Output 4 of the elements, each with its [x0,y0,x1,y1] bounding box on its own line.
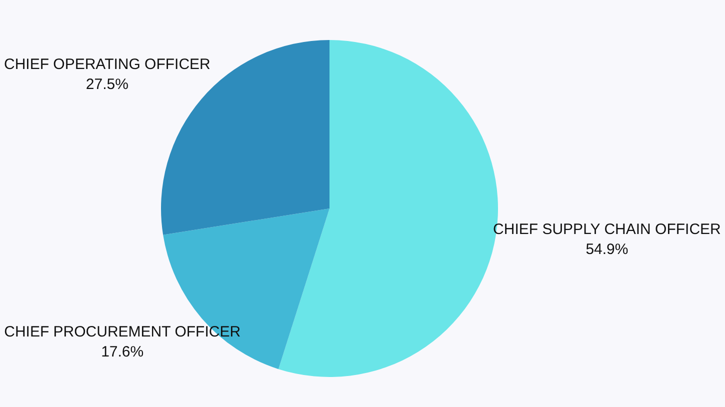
data-label: 27.5% [86,76,128,94]
data-label: 54.9% [586,241,628,258]
data-label: 17.6% [101,344,144,361]
slice-label: CHIEF OPERATING OFFICER [4,56,211,74]
